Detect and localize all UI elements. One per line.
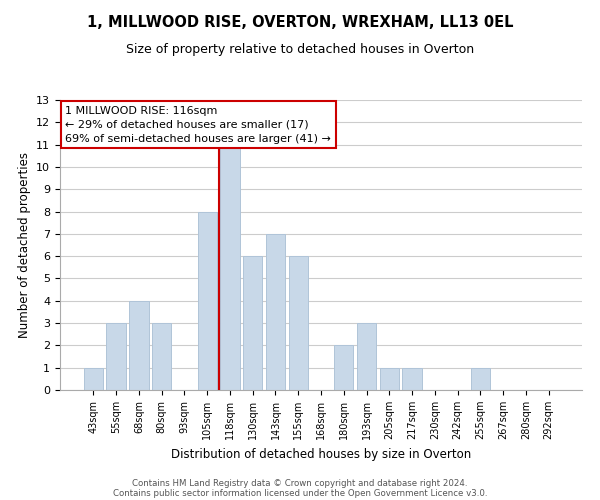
Text: 1 MILLWOOD RISE: 116sqm
← 29% of detached houses are smaller (17)
69% of semi-de: 1 MILLWOOD RISE: 116sqm ← 29% of detache… [65,106,331,144]
Text: Contains public sector information licensed under the Open Government Licence v3: Contains public sector information licen… [113,488,487,498]
Bar [106,323,126,390]
Bar [152,323,172,390]
Bar [380,368,399,390]
Bar [129,301,149,390]
Y-axis label: Number of detached properties: Number of detached properties [17,152,31,338]
Bar [403,368,422,390]
Bar [357,323,376,390]
Text: Contains HM Land Registry data © Crown copyright and database right 2024.: Contains HM Land Registry data © Crown c… [132,478,468,488]
Bar [197,212,217,390]
Bar [220,144,239,390]
Bar [243,256,262,390]
X-axis label: Distribution of detached houses by size in Overton: Distribution of detached houses by size … [171,448,471,460]
Bar [84,368,103,390]
Bar [334,346,353,390]
Bar [266,234,285,390]
Bar [470,368,490,390]
Bar [289,256,308,390]
Text: Size of property relative to detached houses in Overton: Size of property relative to detached ho… [126,42,474,56]
Text: 1, MILLWOOD RISE, OVERTON, WREXHAM, LL13 0EL: 1, MILLWOOD RISE, OVERTON, WREXHAM, LL13… [87,15,513,30]
